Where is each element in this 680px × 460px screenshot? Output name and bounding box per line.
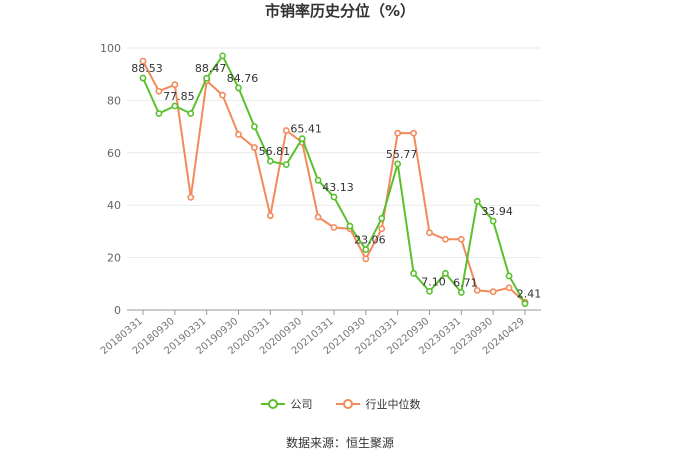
data-label: 77.85	[163, 90, 195, 103]
data-label: 7.10	[421, 275, 446, 288]
company-series-point	[203, 74, 211, 82]
industry-series-point	[394, 129, 402, 137]
series-layer	[139, 52, 529, 308]
company-series-point	[457, 289, 465, 296]
company-series-point	[187, 110, 195, 117]
data-label: 88.53	[131, 62, 163, 75]
industry-series-point	[282, 127, 290, 134]
data-source-note: 数据来源：恒生聚源	[285, 436, 394, 450]
industry-series-point	[473, 286, 481, 294]
industry-series-point	[362, 255, 370, 263]
company-series-point	[426, 287, 433, 295]
company-series-point	[282, 161, 290, 168]
industry-series-point	[139, 57, 147, 65]
company-series-point	[251, 123, 258, 130]
company-series-point	[489, 217, 497, 225]
data-label: 88.47	[195, 62, 227, 75]
company-series-point	[266, 157, 274, 165]
industry-series-point	[187, 193, 195, 201]
y-tick-label: 100	[100, 42, 121, 55]
company-series-line	[142, 54, 526, 305]
industry-series-point	[219, 91, 226, 99]
company-series-point	[378, 214, 386, 222]
company-series-point	[505, 272, 513, 280]
company-series-point	[314, 176, 322, 184]
grid-layer	[127, 47, 541, 259]
legend-item-company[interactable]: 公司	[260, 396, 313, 412]
company-series-point	[298, 135, 306, 143]
company-series-point	[346, 222, 354, 230]
industry-series-point	[457, 235, 465, 243]
company-series-point	[330, 193, 338, 201]
chart-title: 市销率历史分位（%）	[264, 2, 416, 20]
legend-company-marker	[260, 399, 285, 409]
company-series-point	[521, 300, 529, 308]
data-label: 84.76	[227, 72, 259, 85]
y-tick-label: 40	[107, 199, 121, 212]
y-tick-label: 80	[107, 94, 121, 107]
industry-series-point	[378, 225, 386, 233]
industry-series-point	[330, 224, 338, 231]
company-series-point	[473, 197, 481, 205]
industry-series-point	[251, 144, 258, 151]
industry-series-point	[155, 87, 163, 95]
industry-series-point	[489, 288, 497, 296]
y-tick-label: 0	[114, 304, 121, 317]
data-label: 6.71	[453, 276, 478, 289]
industry-series-point	[410, 129, 417, 137]
legend-industry-label: 行业中位数	[365, 398, 421, 411]
chart-plot: 0204060801002018033120180930201903312019…	[99, 42, 541, 357]
data-label: 43.13	[322, 181, 354, 194]
company-series-point	[394, 160, 402, 168]
data-label: 55.77	[386, 148, 418, 161]
company-series-point	[442, 269, 449, 277]
company-series-point	[235, 84, 242, 92]
data-label: 56.81	[259, 145, 291, 158]
industry-series-point	[314, 213, 322, 221]
data-label: 2.41	[517, 288, 542, 301]
industry-series-point	[442, 235, 449, 243]
legend-company-label: 公司	[290, 398, 313, 411]
data-label: 65.41	[290, 123, 322, 136]
y-tick-label: 20	[107, 252, 121, 265]
legend-item-industry[interactable]: 行业中位数	[335, 396, 421, 412]
data-label: 23.06	[354, 234, 386, 247]
chart-legend: 公司 行业中位数	[0, 396, 680, 412]
industry-series-point	[171, 81, 179, 89]
company-series-point	[219, 52, 226, 60]
company-series-point	[139, 74, 147, 82]
company-series-point	[171, 102, 179, 110]
data-label: 33.94	[481, 205, 513, 218]
industry-series-point	[266, 212, 274, 220]
industry-series-point	[426, 229, 433, 237]
company-series-point	[155, 110, 163, 117]
industry-series-point	[505, 284, 513, 292]
company-series-point	[410, 269, 417, 277]
industry-series-point	[235, 131, 242, 138]
company-series-point	[362, 246, 370, 253]
legend-industry-marker	[335, 399, 360, 409]
y-tick-label: 60	[107, 147, 121, 160]
